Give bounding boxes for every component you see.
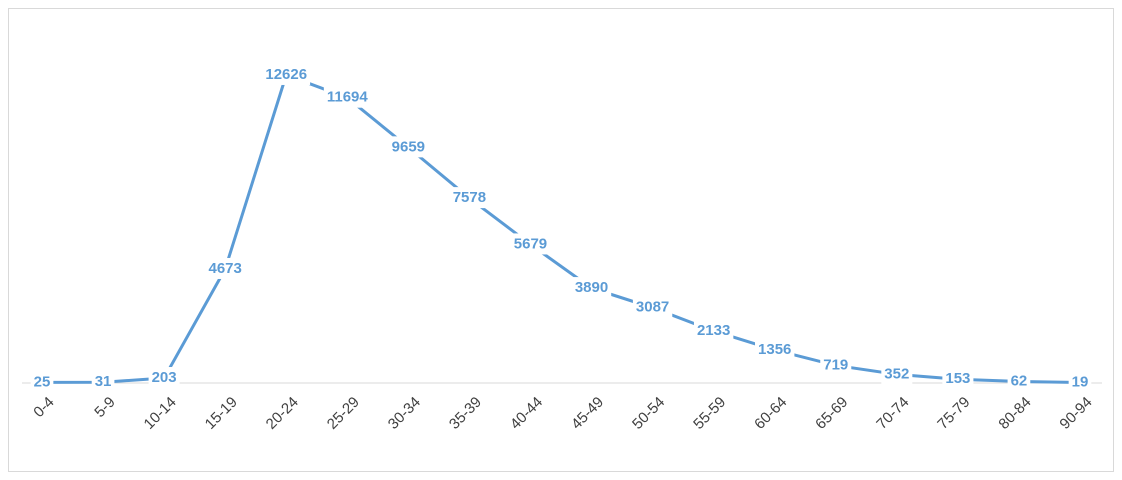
- data-label-group: 3890: [571, 277, 612, 299]
- data-label-bg: [942, 368, 974, 390]
- data-label-group: 153: [942, 368, 974, 390]
- data-label-group: 3087: [632, 296, 673, 318]
- data-label-group: 203: [148, 367, 180, 389]
- data-label: 352: [884, 365, 909, 382]
- data-label-bg: [148, 367, 180, 389]
- data-label-bg: [205, 257, 245, 279]
- data-label-bg: [91, 371, 115, 393]
- data-label: 9659: [392, 138, 425, 155]
- data-label: 719: [823, 356, 848, 373]
- data-label-group: 7578: [449, 187, 490, 209]
- data-label: 153: [945, 370, 970, 387]
- data-label-bg: [632, 296, 673, 318]
- data-label-bg: [30, 371, 54, 393]
- data-label-bg: [820, 354, 852, 376]
- data-label-bg: [323, 86, 372, 108]
- data-label: 3087: [636, 299, 669, 316]
- data-label-group: 25: [30, 371, 54, 393]
- data-label-bg: [881, 363, 913, 385]
- data-label-bg: [1068, 371, 1092, 393]
- data-label-group: 19: [1068, 371, 1092, 393]
- data-label: 5679: [514, 235, 547, 252]
- data-label-bg: [388, 136, 429, 158]
- data-label-group: 352: [881, 363, 913, 385]
- data-label-bg: [262, 63, 311, 85]
- data-label: 19: [1072, 374, 1089, 391]
- data-label: 31: [95, 373, 112, 390]
- data-label-group: 4673: [205, 257, 245, 279]
- data-label-group: 12626: [262, 63, 311, 85]
- data-label-bg: [755, 338, 795, 360]
- data-label-group: 62: [1007, 370, 1031, 392]
- data-label-group: 11694: [323, 86, 372, 108]
- data-label-group: 5679: [510, 233, 551, 255]
- data-label-group: 719: [820, 354, 852, 376]
- data-label: 4673: [208, 260, 241, 277]
- data-label-group: 31: [91, 371, 115, 393]
- data-label: 25: [34, 373, 51, 390]
- data-label-group: 2133: [693, 319, 734, 341]
- data-label-group: 9659: [388, 136, 429, 158]
- data-label: 2133: [697, 322, 730, 339]
- data-label-bg: [693, 319, 734, 341]
- data-label: 12626: [265, 66, 307, 83]
- data-label: 11694: [327, 89, 369, 106]
- data-label-group: 1356: [755, 338, 795, 360]
- data-label-bg: [1007, 370, 1031, 392]
- data-label: 62: [1011, 372, 1028, 389]
- chart-border: [8, 8, 1114, 472]
- data-label-bg: [449, 187, 490, 209]
- data-label: 203: [152, 369, 177, 386]
- data-label: 1356: [758, 341, 791, 358]
- data-label-bg: [510, 233, 551, 255]
- data-label: 3890: [575, 279, 608, 296]
- data-label: 7578: [453, 189, 486, 206]
- data-label-bg: [571, 277, 612, 299]
